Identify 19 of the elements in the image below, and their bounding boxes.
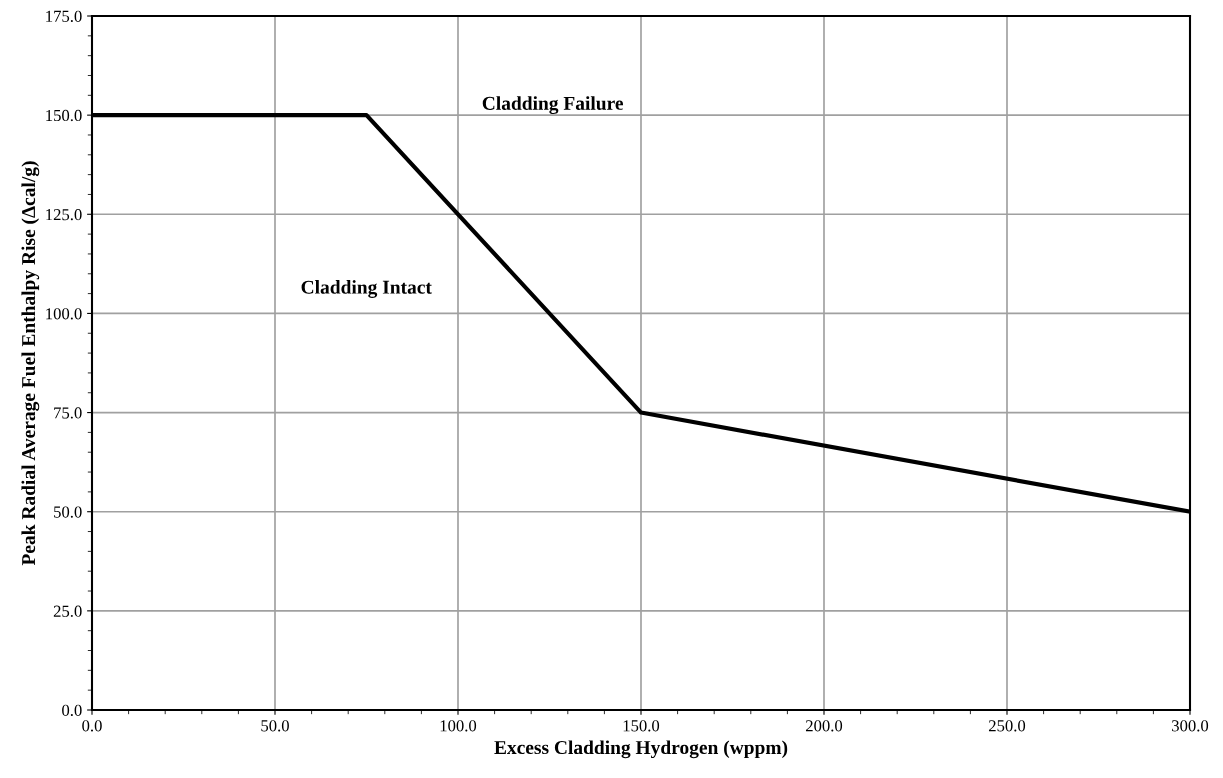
y-tick-label: 50.0 — [54, 506, 82, 518]
x-tick-label: 300.0 — [1172, 720, 1209, 732]
x-tick-label: 150.0 — [623, 720, 660, 732]
x-tick-label: 250.0 — [988, 720, 1026, 732]
annotation: Cladding Failure — [482, 96, 624, 114]
y-tick-label: 125.0 — [46, 208, 82, 221]
x-tick-label: 200.0 — [805, 720, 843, 732]
x-tick-label: 50.0 — [261, 720, 289, 732]
y-tick-label: 75.0 — [54, 407, 82, 419]
y-tick-label: 25.0 — [53, 605, 82, 617]
x-tick-label: 100.0 — [440, 720, 477, 732]
x-axis-title: Excess Cladding Hydrogen (wppm) — [494, 740, 788, 759]
x-tick-label: 0.0 — [82, 720, 102, 732]
y-tick-label: 150.0 — [46, 109, 82, 122]
y-tick-label: 175.0 — [46, 10, 82, 23]
y-axis-title: Peak Radial Average Fuel Enthalpy Rise (Δcal/g) — [21, 161, 40, 566]
y-tick-label: 100.0 — [46, 308, 82, 320]
annotation: Cladding Intact — [301, 280, 432, 298]
y-tick-label: 0.0 — [62, 704, 82, 717]
